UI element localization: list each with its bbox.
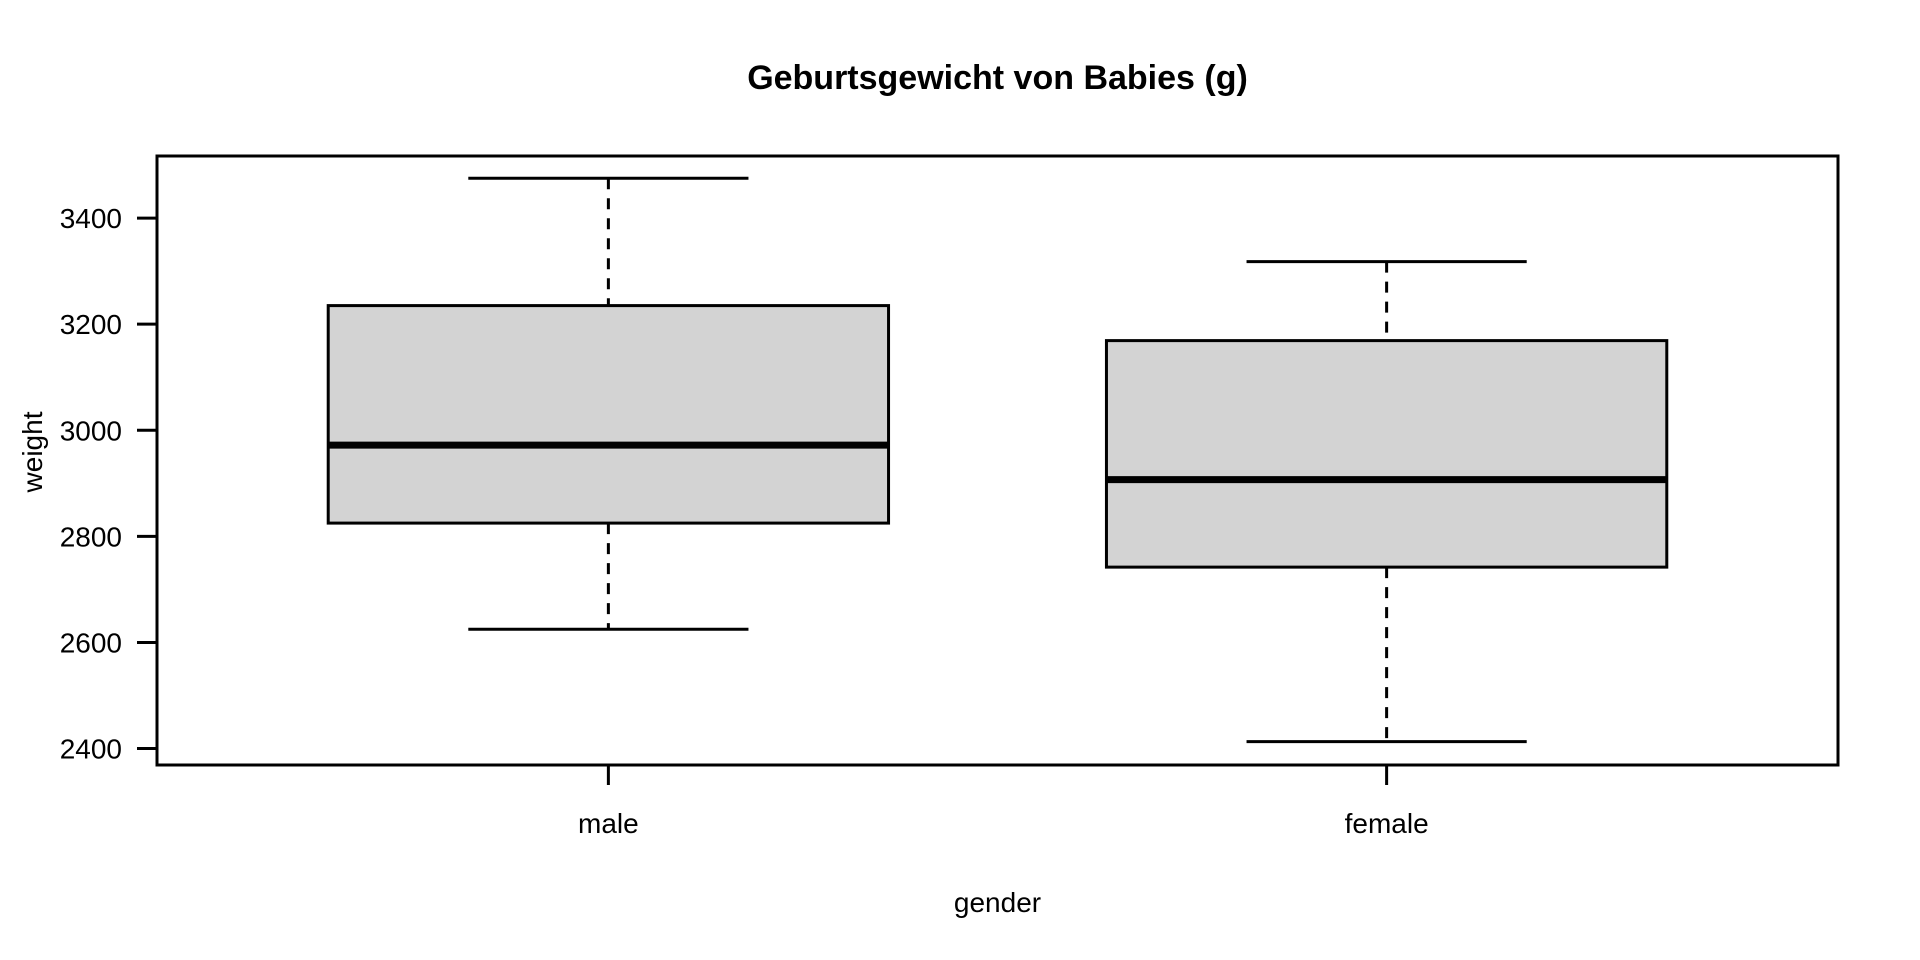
y-axis-title: weight [17,411,48,493]
y-tick-label: 2600 [60,627,122,658]
y-tick-label: 3400 [60,203,122,234]
y-tick-label: 3200 [60,309,122,340]
chart-title: Geburtsgewicht von Babies (g) [747,59,1248,97]
x-axis-title: gender [953,887,1042,918]
boxplot-box-female [1104,339,1669,569]
y-tick-label: 2400 [60,734,122,765]
y-tick-label: 2800 [60,521,122,552]
x-tick-label: female [1345,808,1429,839]
x-tick-label: male [578,808,639,839]
plot-border [155,154,1840,767]
y-tick-label: 3000 [60,415,122,446]
boxplot-box-male [326,304,891,525]
